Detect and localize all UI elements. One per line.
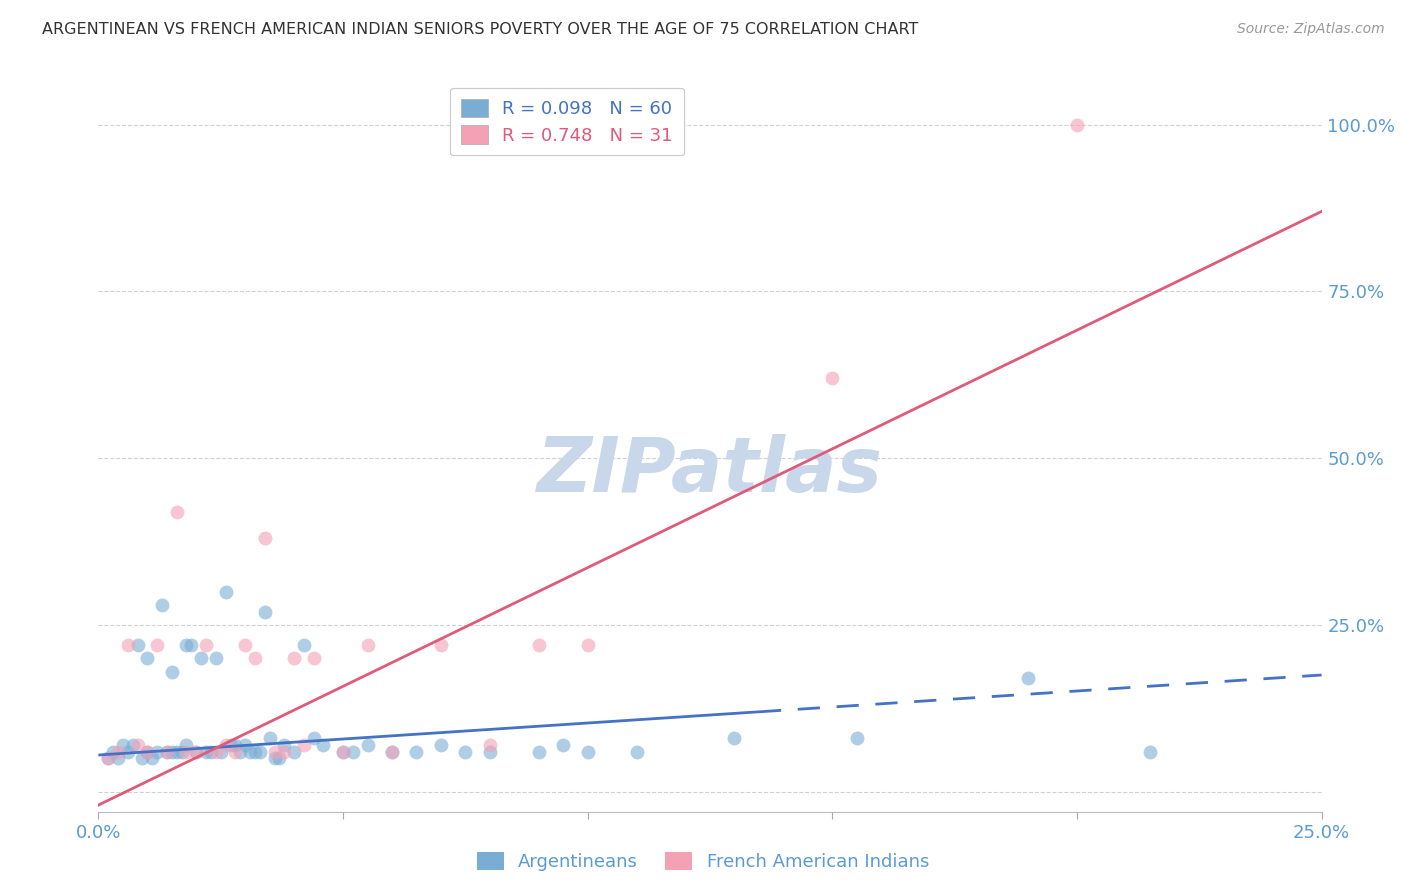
Point (723, 731, 745, 746)
Point (553, 738, 575, 752)
Point (1066, 118, 1088, 132)
Point (283, 651, 305, 665)
Point (273, 745, 295, 759)
Point (166, 745, 188, 759)
Point (219, 738, 242, 752)
Point (356, 638, 378, 652)
Point (176, 745, 198, 759)
Point (121, 738, 143, 752)
Point (243, 745, 266, 759)
Point (576, 745, 599, 759)
Point (233, 738, 256, 752)
Point (117, 638, 139, 652)
Point (127, 638, 149, 652)
Point (131, 751, 153, 765)
Point (626, 745, 648, 759)
Point (107, 751, 129, 765)
Point (160, 665, 183, 679)
Point (170, 745, 193, 759)
Point (97, 751, 120, 765)
Point (141, 751, 163, 765)
Point (176, 638, 198, 652)
Point (214, 584, 236, 599)
Point (292, 738, 315, 752)
Point (253, 531, 276, 545)
Point (195, 638, 218, 652)
Point (430, 738, 453, 752)
Point (224, 738, 246, 752)
Point (243, 651, 266, 665)
Point (253, 605, 276, 619)
Point (527, 745, 550, 759)
Point (845, 731, 868, 746)
Point (1139, 745, 1161, 759)
Point (302, 651, 325, 665)
Point (150, 598, 173, 612)
Point (205, 651, 228, 665)
Point (454, 745, 477, 759)
Point (263, 745, 285, 759)
Point (269, 751, 291, 765)
Point (186, 745, 208, 759)
Text: Source: ZipAtlas.com: Source: ZipAtlas.com (1237, 22, 1385, 37)
Point (214, 738, 236, 752)
Point (239, 745, 262, 759)
Point (405, 745, 427, 759)
Point (249, 745, 271, 759)
Point (136, 745, 159, 759)
Point (200, 745, 222, 759)
Point (821, 371, 844, 385)
Legend: R = 0.098   N = 60, R = 0.748   N = 31: R = 0.098 N = 60, R = 0.748 N = 31 (450, 87, 683, 155)
Text: ARGENTINEAN VS FRENCH AMERICAN INDIAN SENIORS POVERTY OVER THE AGE OF 75 CORRELA: ARGENTINEAN VS FRENCH AMERICAN INDIAN SE… (42, 22, 918, 37)
Point (292, 638, 315, 652)
Point (263, 751, 285, 765)
Point (111, 738, 134, 752)
Point (156, 745, 179, 759)
Legend: Argentineans, French American Indians: Argentineans, French American Indians (470, 845, 936, 879)
Point (478, 745, 501, 759)
Point (146, 638, 169, 652)
Point (101, 745, 124, 759)
Point (273, 738, 295, 752)
Point (430, 638, 453, 652)
Point (205, 745, 228, 759)
Point (107, 745, 129, 759)
Point (302, 731, 325, 746)
Point (97, 751, 120, 765)
Point (176, 738, 198, 752)
Text: ZIPatlas: ZIPatlas (537, 434, 883, 508)
Point (527, 638, 550, 652)
Point (195, 745, 218, 759)
Point (224, 745, 246, 759)
Point (136, 745, 159, 759)
Point (478, 738, 501, 752)
Point (166, 505, 188, 519)
Point (342, 745, 364, 759)
Point (233, 638, 256, 652)
Point (156, 745, 179, 759)
Point (381, 745, 404, 759)
Point (332, 745, 354, 759)
Point (186, 745, 208, 759)
Point (127, 738, 149, 752)
Point (576, 638, 599, 652)
Point (180, 638, 202, 652)
Point (136, 651, 159, 665)
Point (229, 745, 252, 759)
Point (259, 731, 281, 746)
Point (146, 745, 169, 759)
Point (312, 738, 335, 752)
Point (190, 651, 212, 665)
Point (283, 745, 305, 759)
Point (117, 745, 139, 759)
Point (381, 745, 404, 759)
Point (160, 745, 183, 759)
Point (1017, 671, 1039, 685)
Point (356, 738, 378, 752)
Point (209, 745, 232, 759)
Point (332, 745, 354, 759)
